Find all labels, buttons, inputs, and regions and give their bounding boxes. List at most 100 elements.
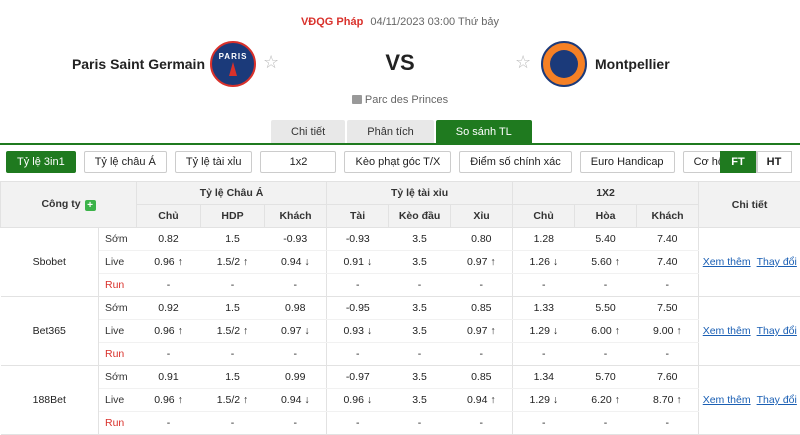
change-link[interactable]: Thay đổi xyxy=(757,394,797,406)
odds-cell: 1.29 xyxy=(529,325,549,337)
odds-cell: 0.85 xyxy=(451,366,513,389)
odds-cell: 6.00 xyxy=(591,325,611,337)
odds-cell: 1.5/2 xyxy=(217,256,240,268)
filter-corners[interactable]: Kèo phạt góc T/X xyxy=(344,151,451,173)
vs-label: VS xyxy=(370,50,430,76)
arrow-up-icon: ↑ xyxy=(676,325,681,337)
subheader-home: Chủ xyxy=(137,205,201,228)
arrow-down-icon: ↓ xyxy=(304,394,309,406)
subheader-hdp: HDP xyxy=(201,205,265,228)
add-company-plus-icon[interactable]: + xyxy=(85,200,96,211)
odds-cell: 7.40 xyxy=(637,251,699,274)
odds-cell: -0.93 xyxy=(327,228,389,251)
odds-cell: 0.97 xyxy=(467,325,487,337)
away-team-name[interactable]: Montpellier xyxy=(595,56,670,72)
odds-cell: 6.20 xyxy=(591,394,611,406)
odds-cell: - xyxy=(265,412,327,435)
subheader-over: Tài xyxy=(327,205,389,228)
period-toggle: FT HT xyxy=(720,151,792,173)
odds-table: Công ty+ Tỷ lệ Châu Á Tỷ lệ tài xỉu 1X2 … xyxy=(0,181,800,435)
period-run: Run xyxy=(99,343,137,366)
see-more-link[interactable]: Xem thêm xyxy=(703,325,751,337)
odds-cell: 1.5 xyxy=(201,228,265,251)
favorite-home-star-icon[interactable]: ☆ xyxy=(263,53,279,71)
toggle-ht[interactable]: HT xyxy=(756,151,792,173)
see-more-link[interactable]: Xem thêm xyxy=(703,256,751,268)
filter-asian[interactable]: Tỷ lệ châu Á xyxy=(84,151,167,173)
filter-over-under[interactable]: Tỷ lệ tài xỉu xyxy=(175,151,253,173)
odds-cell: - xyxy=(201,274,265,297)
arrow-up-icon: ↑ xyxy=(490,394,495,406)
ou-header: Tỷ lệ tài xỉu xyxy=(327,182,513,205)
odds-cell: - xyxy=(201,343,265,366)
odds-cell: 0.91 xyxy=(343,256,363,268)
odds-cell: 0.91 xyxy=(137,366,201,389)
change-link[interactable]: Thay đổi xyxy=(757,256,797,268)
1x2-header: 1X2 xyxy=(513,182,699,205)
odds-cell: 1.33 xyxy=(513,297,575,320)
arrow-down-icon: ↓ xyxy=(553,325,558,337)
subheader-1x2-away: Khách xyxy=(637,205,699,228)
see-more-link[interactable]: Xem thêm xyxy=(703,394,751,406)
asia-header: Tỷ lệ Châu Á xyxy=(137,182,327,205)
home-team-name[interactable]: Paris Saint Germain xyxy=(60,56,205,72)
match-info: VĐQG Pháp 04/11/2023 03:00 Thứ bảy xyxy=(0,16,800,28)
odds-cell: - xyxy=(327,343,389,366)
odds-cell: -0.97 xyxy=(327,366,389,389)
odds-cell: 0.93 xyxy=(343,325,363,337)
period-run: Run xyxy=(99,274,137,297)
odds-cell: 0.97 xyxy=(467,256,487,268)
odds-cell: 0.92 xyxy=(137,297,201,320)
odds-cell: - xyxy=(389,274,451,297)
odds-cell: 1.5 xyxy=(201,297,265,320)
table-row: Run - - - - - - - - - xyxy=(1,274,800,297)
arrow-up-icon: ↑ xyxy=(178,256,183,268)
favorite-away-star-icon[interactable]: ☆ xyxy=(515,53,531,71)
arrow-down-icon: ↓ xyxy=(367,256,372,268)
table-row: Live 0.96 ↑ 1.5/2 ↑ 0.94 ↓ 0.96 ↓ 3.5 0.… xyxy=(1,389,800,412)
period-live: Live xyxy=(99,251,137,274)
table-row: Live 0.96 ↑ 1.5/2 ↑ 0.97 ↓ 0.93 ↓ 3.5 0.… xyxy=(1,320,800,343)
odds-cell: 3.5 xyxy=(389,251,451,274)
home-team-logo[interactable]: PARIS xyxy=(210,41,256,87)
odds-cell: 3.5 xyxy=(389,366,451,389)
detail-links: Xem thêm Thay đổi xyxy=(699,297,800,366)
subheader-1x2-home: Chủ xyxy=(513,205,575,228)
odds-cell: 0.98 xyxy=(265,297,327,320)
filter-correct-score[interactable]: Điểm số chính xác xyxy=(459,151,571,173)
match-datetime: 04/11/2023 03:00 Thứ bảy xyxy=(370,16,499,28)
odds-cell: - xyxy=(327,412,389,435)
eiffel-tower-icon xyxy=(229,62,237,76)
odds-cell: - xyxy=(513,412,575,435)
home-logo-text: PARIS xyxy=(219,52,248,61)
period-early: Sớm xyxy=(99,228,137,251)
tab-odds-compare[interactable]: So sánh TL xyxy=(436,120,532,144)
venue: Parc des Princes xyxy=(0,94,800,106)
away-team-logo[interactable] xyxy=(541,41,587,87)
odds-cell: - xyxy=(513,274,575,297)
filter-3in1[interactable]: Tỷ lệ 3in1 xyxy=(6,151,76,173)
odds-cell: - xyxy=(265,343,327,366)
tab-detail[interactable]: Chi tiết xyxy=(271,120,345,144)
arrow-down-icon: ↓ xyxy=(553,256,558,268)
toggle-ft[interactable]: FT xyxy=(720,151,756,173)
arrow-up-icon: ↑ xyxy=(490,325,495,337)
odds-cell: 5.50 xyxy=(575,297,637,320)
change-link[interactable]: Thay đổi xyxy=(757,325,797,337)
odds-cell: - xyxy=(513,343,575,366)
odds-cell: 0.85 xyxy=(451,297,513,320)
odds-cell: - xyxy=(451,343,513,366)
arrow-up-icon: ↑ xyxy=(676,394,681,406)
table-row: Bet365 Sớm 0.92 1.5 0.98 -0.95 3.5 0.85 … xyxy=(1,297,800,320)
filter-1x2[interactable]: 1x2 xyxy=(260,151,336,173)
filter-euro-handicap[interactable]: Euro Handicap xyxy=(580,151,675,173)
tab-analysis[interactable]: Phân tích xyxy=(347,120,433,144)
odds-cell: -0.93 xyxy=(265,228,327,251)
league-name[interactable]: VĐQG Pháp xyxy=(301,16,363,28)
period-early: Sớm xyxy=(99,366,137,389)
company-header-label: Công ty xyxy=(41,198,80,210)
venue-name: Parc des Princes xyxy=(365,94,448,106)
table-row: Run - - - - - - - - - xyxy=(1,412,800,435)
table-row: Sbobet Sớm 0.82 1.5 -0.93 -0.93 3.5 0.80… xyxy=(1,228,800,251)
odds-cell: 7.50 xyxy=(637,297,699,320)
